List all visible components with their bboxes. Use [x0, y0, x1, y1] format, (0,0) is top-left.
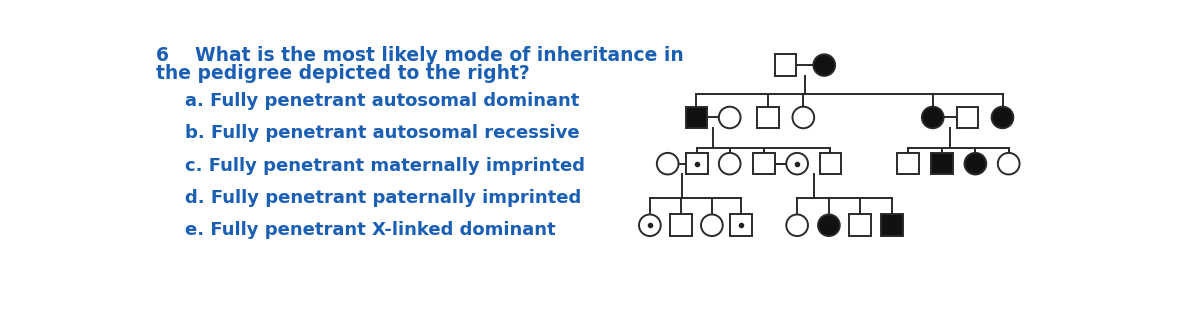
FancyBboxPatch shape — [686, 153, 708, 175]
Ellipse shape — [818, 214, 840, 236]
FancyBboxPatch shape — [731, 214, 752, 236]
FancyBboxPatch shape — [956, 107, 978, 128]
Ellipse shape — [786, 214, 808, 236]
FancyBboxPatch shape — [881, 214, 902, 236]
Ellipse shape — [792, 107, 814, 128]
FancyBboxPatch shape — [850, 214, 871, 236]
Text: 6    What is the most likely mode of inheritance in: 6 What is the most likely mode of inheri… — [156, 46, 684, 65]
FancyBboxPatch shape — [670, 214, 691, 236]
Ellipse shape — [656, 153, 678, 175]
FancyBboxPatch shape — [775, 54, 797, 76]
Ellipse shape — [719, 153, 740, 175]
Ellipse shape — [701, 214, 722, 236]
Text: the pedigree depicted to the right?: the pedigree depicted to the right? — [156, 64, 530, 83]
FancyBboxPatch shape — [685, 107, 707, 128]
Ellipse shape — [786, 153, 808, 175]
FancyBboxPatch shape — [898, 153, 919, 175]
FancyBboxPatch shape — [757, 107, 779, 128]
Ellipse shape — [922, 107, 943, 128]
Ellipse shape — [991, 107, 1013, 128]
Text: b. Fully penetrant autosomal recessive: b. Fully penetrant autosomal recessive — [185, 124, 580, 142]
Text: c. Fully penetrant maternally imprinted: c. Fully penetrant maternally imprinted — [185, 157, 584, 175]
Ellipse shape — [719, 107, 740, 128]
FancyBboxPatch shape — [931, 153, 953, 175]
FancyBboxPatch shape — [752, 153, 775, 175]
Text: a. Fully penetrant autosomal dominant: a. Fully penetrant autosomal dominant — [185, 92, 580, 110]
Ellipse shape — [998, 153, 1020, 175]
Text: d. Fully penetrant paternally imprinted: d. Fully penetrant paternally imprinted — [185, 189, 581, 207]
Ellipse shape — [965, 153, 986, 175]
Ellipse shape — [640, 214, 661, 236]
Text: e. Fully penetrant X-linked dominant: e. Fully penetrant X-linked dominant — [185, 221, 556, 239]
Ellipse shape — [814, 54, 835, 76]
FancyBboxPatch shape — [820, 153, 841, 175]
